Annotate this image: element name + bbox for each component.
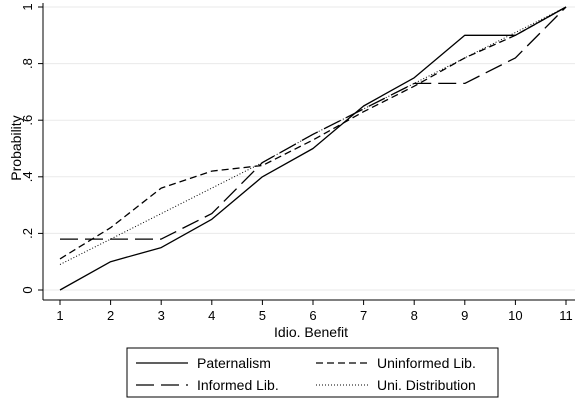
y-tick-label-0: 0	[20, 286, 35, 293]
series-line-paternalism	[59, 6, 567, 291]
y-tick-label-3: .6	[20, 115, 35, 126]
series-line-uni-distribution	[59, 6, 567, 265]
y-tick-label-5: 1	[20, 3, 35, 10]
series-line-uninformed-lib	[59, 6, 567, 260]
tick-labels: 0.2.4.6.811 2 3 4 5 6 7 8 9 10 11	[20, 3, 573, 323]
legend: Paternalism Uninformed Lib. Informed Lib. U…	[126, 347, 499, 398]
series-lines	[59, 6, 567, 291]
x-tick-label-5: 6	[309, 308, 316, 323]
x-tick-label-10: 11	[559, 308, 573, 323]
x-tick-label-2: 3	[158, 308, 165, 323]
x-tick-label-8: 9	[461, 308, 468, 323]
x-tick-label-6: 7	[360, 308, 367, 323]
x-tick-label-1: 2	[107, 308, 114, 323]
x-tick-label-0: 1	[56, 308, 63, 323]
x-tick-label-9: 10	[508, 308, 522, 323]
x-axis-title: Idio. Benefit	[274, 324, 348, 340]
x-tick-label-7: 8	[411, 308, 418, 323]
y-tick-label-1: .2	[20, 228, 35, 239]
legend-label-uninformed-lib: Uninformed Lib.	[377, 355, 476, 371]
gridlines	[43, 6, 575, 291]
x-tick-label-4: 5	[259, 308, 266, 323]
y-tick-label-2: .4	[20, 171, 35, 182]
axes	[42, 3, 575, 301]
legend-box	[126, 347, 499, 398]
legend-label-uni-distribution: Uni. Distribution	[377, 377, 476, 393]
y-axis-title: Probability	[8, 115, 24, 180]
series-line-informed-lib	[60, 6, 567, 240]
x-tick-label-3: 4	[208, 308, 215, 323]
legend-label-informed-lib: Informed Lib.	[197, 377, 279, 393]
y-tick-label-4: .8	[20, 58, 35, 69]
legend-label-paternalism: Paternalism	[197, 355, 271, 371]
